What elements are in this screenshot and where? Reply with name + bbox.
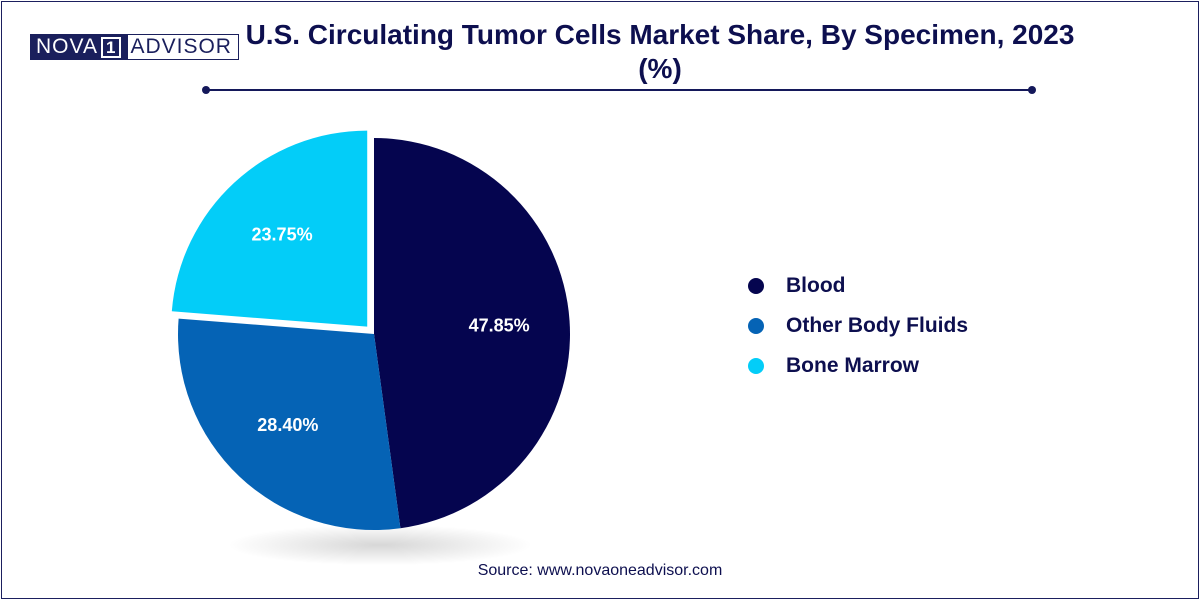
legend-label-blood: Blood	[786, 274, 846, 297]
logo-dark-block: NOVA 1	[30, 34, 129, 60]
legend-item-other-body-fluids: Other Body Fluids	[748, 306, 968, 346]
pie-slice-blood	[374, 138, 571, 529]
legend-swatch-bone-marrow	[748, 358, 764, 374]
pie-slice-other-body-fluids	[177, 318, 401, 531]
pie-label-bone-marrow: 23.75%	[252, 225, 313, 245]
brand-logo: NOVA 1 ADVISOR	[30, 34, 239, 60]
source-note: Source: www.novaoneadvisor.com	[477, 562, 723, 579]
logo-right-text: ADVISOR	[128, 34, 239, 60]
legend-swatch-other-body-fluids	[748, 318, 764, 334]
pie-label-other-body-fluids: 28.40%	[257, 415, 318, 435]
chart-title: U.S. Circulating Tumor Cells Market Shar…	[245, 19, 1075, 84]
legend-label-other-body-fluids: Other Body Fluids	[786, 314, 969, 337]
legend-label-bone-marrow: Bone Marrow	[786, 354, 920, 377]
legend-item-blood: Blood	[748, 266, 968, 306]
title-divider	[206, 89, 1032, 91]
legend-item-bone-marrow: Bone Marrow	[748, 346, 968, 386]
pie-slices	[171, 130, 571, 531]
pie-label-blood: 47.85%	[469, 316, 530, 336]
pie-shadow	[230, 525, 530, 565]
legend: Blood Other Body Fluids Bone Marrow	[748, 266, 968, 386]
logo-mark: 1	[100, 36, 122, 58]
pie-labels: 47.85% 28.40% 23.75%	[252, 225, 530, 436]
title-divider-left-dot	[202, 86, 210, 94]
pie-slice-bone-marrow	[171, 130, 368, 327]
title-divider-right-dot	[1028, 86, 1036, 94]
legend-swatch-blood	[748, 278, 764, 294]
logo-left-text: NOVA	[36, 35, 98, 58]
